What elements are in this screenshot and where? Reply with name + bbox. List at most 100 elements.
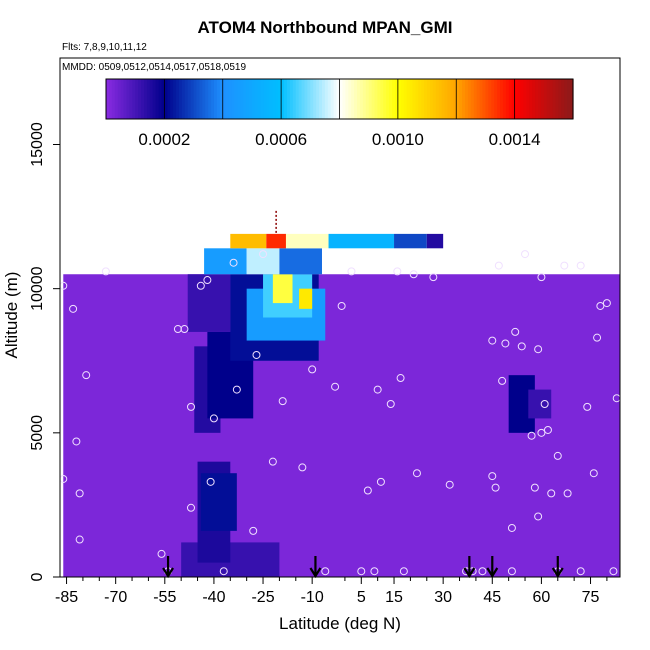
flight-point xyxy=(576,567,585,576)
flight-point xyxy=(596,301,605,310)
flight-point xyxy=(321,567,330,576)
flight-point xyxy=(259,250,268,259)
colorbar-segment xyxy=(170,79,174,119)
colorbar-segment xyxy=(246,79,250,119)
colorbar-segment xyxy=(213,79,218,119)
colorbar-segment xyxy=(327,79,332,119)
colorbar-segment xyxy=(173,79,177,119)
flight-point xyxy=(547,489,556,498)
colorbar-segment xyxy=(403,79,408,119)
colorbar-segment xyxy=(243,79,247,119)
colorbar-segment xyxy=(362,79,367,119)
colorbar-segment xyxy=(400,79,405,119)
colorbar-frame xyxy=(105,78,574,120)
colorbar-segment xyxy=(552,79,557,119)
heatmap-cell xyxy=(230,233,267,249)
flight-point xyxy=(543,425,552,434)
flight-point xyxy=(488,472,497,481)
flight-point xyxy=(491,483,500,492)
flight-point xyxy=(60,474,68,483)
flight-point xyxy=(386,400,395,408)
colorbar-segment xyxy=(126,79,130,119)
colorbar-segment xyxy=(459,79,463,119)
y-tick-label: 5000 xyxy=(29,415,46,451)
colorbar-segment xyxy=(429,79,434,119)
flight-point xyxy=(72,437,81,446)
colorbar-segment xyxy=(123,79,128,119)
flight-point xyxy=(530,483,539,492)
heatmap-cell xyxy=(426,233,444,249)
colorbar-segment xyxy=(257,79,262,119)
colorbar-segment xyxy=(120,79,125,119)
colorbar-segment xyxy=(135,79,139,119)
colorbar-segment xyxy=(549,79,554,119)
colorbar-segment xyxy=(546,79,551,119)
colorbar-segment xyxy=(383,79,387,119)
colorbar-segment xyxy=(289,79,294,119)
colorbar-segment xyxy=(114,79,119,119)
flight-point xyxy=(478,567,487,576)
colorbar-segment xyxy=(278,79,282,119)
colorbar-segment xyxy=(298,79,303,119)
flight-point xyxy=(206,477,215,486)
colorbar-segment xyxy=(543,79,548,119)
colorbar-segment xyxy=(365,79,370,119)
colorbar-segment xyxy=(415,79,419,119)
flight-point xyxy=(540,400,549,408)
colorbar-segment xyxy=(141,79,145,119)
heatmap-cell xyxy=(246,248,280,275)
colorbar-segment xyxy=(108,79,113,119)
x-tick-label: -55 xyxy=(153,589,176,606)
colorbar-segment xyxy=(435,79,440,119)
x-tick-label: 60 xyxy=(533,589,551,606)
arrow-head xyxy=(162,567,175,579)
arrow-head xyxy=(486,567,499,579)
colorbar-segment xyxy=(529,79,533,119)
flight-point xyxy=(560,261,569,270)
colorbar-segment xyxy=(184,79,189,119)
y-tick-label: 0 xyxy=(29,572,46,581)
flight-point xyxy=(507,523,516,532)
colorbar-segment xyxy=(368,79,373,119)
colorbar-segment xyxy=(216,79,221,119)
colorbar-segment xyxy=(275,79,279,119)
heatmap-cell xyxy=(200,473,237,531)
flight-point xyxy=(308,365,317,374)
colorbar-segment xyxy=(567,79,571,119)
flight-point xyxy=(498,376,507,385)
colorbar-segment xyxy=(202,79,206,119)
colorbar-segment xyxy=(570,79,574,119)
colorbar-segment xyxy=(281,79,285,119)
colorbar-segment xyxy=(447,79,452,119)
colorbar-segment xyxy=(254,79,259,119)
colorbar-segment xyxy=(511,79,516,119)
colorbar-segment xyxy=(424,79,428,119)
heatmap-cell xyxy=(394,233,427,249)
x-tick-label: 15 xyxy=(385,589,403,606)
flight-point xyxy=(609,567,618,576)
flight-point xyxy=(376,477,385,486)
colorbar-segment xyxy=(389,79,393,119)
colorbar-segment xyxy=(152,79,157,119)
colorbar-segment xyxy=(438,79,443,119)
colorbar-tick-label: 0.0014 xyxy=(489,130,541,149)
flight-point xyxy=(337,301,346,310)
colorbar-segment xyxy=(330,79,335,119)
colorbar-segment xyxy=(406,79,411,119)
flight-point xyxy=(69,304,78,313)
heatmap-cell xyxy=(285,233,329,249)
heatmap-cell xyxy=(187,274,231,332)
colorbar-segment xyxy=(304,79,308,119)
colorbar-segment xyxy=(488,79,492,119)
colorbar-segment xyxy=(219,79,224,119)
heatmap-cells xyxy=(63,233,620,577)
flight-point xyxy=(363,486,372,495)
y-tick-label: 10000 xyxy=(29,266,46,311)
colorbar-segment xyxy=(412,79,416,119)
colorbar-segment xyxy=(176,79,180,119)
colorbar-segment xyxy=(199,79,203,119)
colorbar-segment xyxy=(117,79,122,119)
colorbar-segment xyxy=(432,79,437,119)
colorbar-segment xyxy=(357,79,361,119)
colorbar-segment xyxy=(187,79,192,119)
